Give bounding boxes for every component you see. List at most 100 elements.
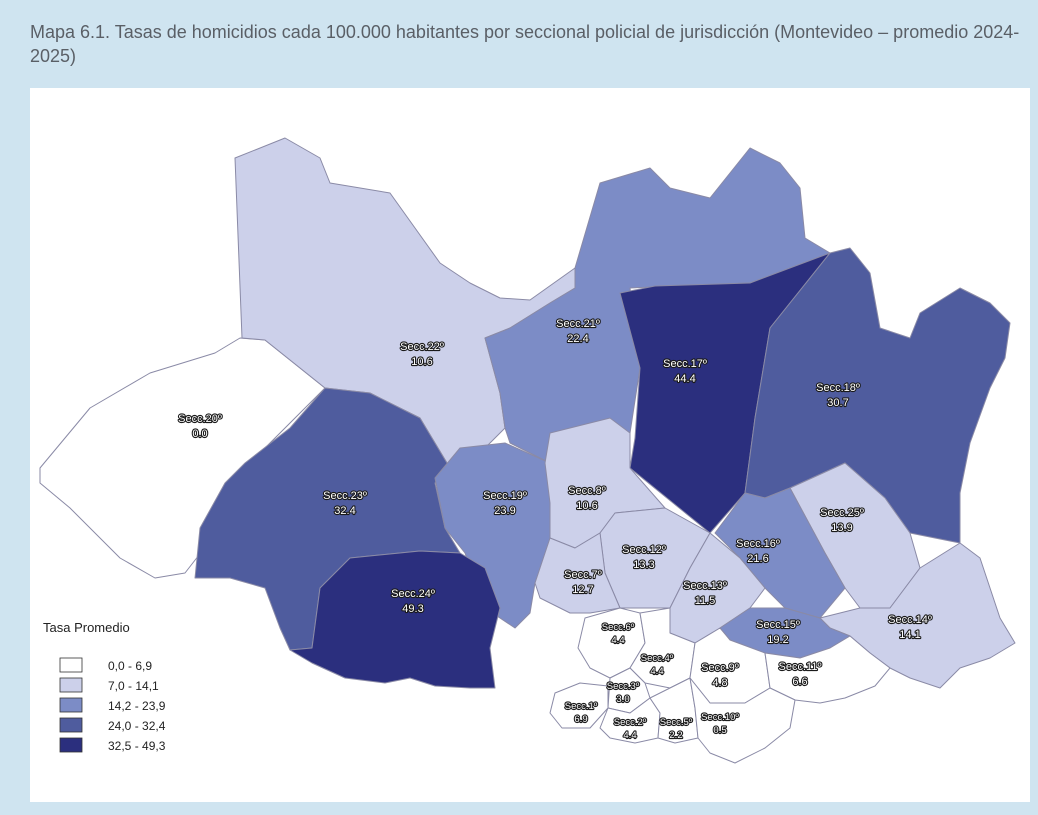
label-secc-11: Secc.11º 6.6 xyxy=(777,660,822,689)
svg-text:Secc.5º: Secc.5º xyxy=(660,717,693,728)
svg-text:23.9: 23.9 xyxy=(494,505,515,517)
legend-label: 14,2 - 23,9 xyxy=(108,699,166,713)
region-secc-7[interactable] xyxy=(534,532,621,614)
svg-text:Secc.14º: Secc.14º xyxy=(888,614,932,626)
svg-text:Secc.4º: Secc.4º xyxy=(641,653,674,664)
svg-text:6.9: 6.9 xyxy=(574,714,587,725)
choropleth-map: Secc.20º 0.0 Secc.22º 10.6 Secc.21º 22.4 Se… xyxy=(39,137,1016,764)
legend-swatch xyxy=(59,737,83,753)
svg-text:Secc.20º: Secc.20º xyxy=(178,413,222,425)
legend-title: Tasa Promedio xyxy=(43,620,130,635)
label-secc-8: Secc.8º 10.6 xyxy=(567,484,607,513)
svg-text:Secc.10º: Secc.10º xyxy=(701,712,739,723)
svg-text:Secc.15º: Secc.15º xyxy=(756,619,800,631)
label-secc-20: Secc.20º 0.0 xyxy=(177,412,223,441)
label-secc-24: Secc.24º 49.3 xyxy=(390,587,436,616)
svg-text:22.4: 22.4 xyxy=(567,333,588,345)
label-secc-19: Secc.19º 23.9 xyxy=(482,489,528,518)
svg-text:4.8: 4.8 xyxy=(712,677,727,689)
legend-swatch xyxy=(59,677,83,693)
svg-text:Secc.24º: Secc.24º xyxy=(391,588,435,600)
svg-text:Secc.21º: Secc.21º xyxy=(556,318,600,330)
svg-text:32.4: 32.4 xyxy=(334,505,355,517)
svg-text:14.1: 14.1 xyxy=(899,629,920,641)
svg-text:Secc.25º: Secc.25º xyxy=(820,507,864,519)
svg-text:10.6: 10.6 xyxy=(576,500,597,512)
svg-text:Secc.7º: Secc.7º xyxy=(564,569,602,581)
label-secc-17: Secc.17º 44.4 xyxy=(662,357,708,386)
label-secc-18: Secc.18º 30.7 xyxy=(815,381,861,410)
svg-text:44.4: 44.4 xyxy=(674,373,695,385)
legend-swatch xyxy=(59,697,83,713)
svg-text:Secc.22º: Secc.22º xyxy=(400,341,444,353)
svg-text:4.4: 4.4 xyxy=(650,666,663,677)
region-secc-1[interactable] xyxy=(549,682,609,729)
legend-swatch xyxy=(59,657,83,673)
svg-text:12.7: 12.7 xyxy=(572,584,593,596)
svg-text:Secc.2º: Secc.2º xyxy=(614,717,647,728)
label-secc-13: Secc.13º 11.5 xyxy=(682,579,728,608)
legend-label: 7,0 - 14,1 xyxy=(108,679,159,693)
map-labels: Secc.20º 0.0 Secc.22º 10.6 Secc.21º 22.4 Se… xyxy=(177,317,933,742)
legend-item: 0,0 - 6,9 xyxy=(59,657,152,673)
svg-text:10.6: 10.6 xyxy=(411,356,432,368)
label-secc-5: Secc.5º 2.2 xyxy=(659,716,694,742)
map-caption: Mapa 6.1. Tasas de homicidios cada 100.0… xyxy=(30,22,1020,66)
label-secc-7: Secc.7º 12.7 xyxy=(563,568,603,597)
legend-item: 14,2 - 23,9 xyxy=(59,697,166,713)
svg-text:19.2: 19.2 xyxy=(767,634,788,646)
label-secc-6: Secc.6º 4.4 xyxy=(601,621,636,647)
svg-text:Secc.16º: Secc.16º xyxy=(736,538,780,550)
region-secc-10[interactable] xyxy=(689,677,796,764)
legend-item: 7,0 - 14,1 xyxy=(59,677,159,693)
region-secc-24[interactable] xyxy=(289,550,501,689)
map-panel: Secc.20º 0.0 Secc.22º 10.6 Secc.21º 22.4 Se… xyxy=(30,88,1030,802)
svg-text:49.3: 49.3 xyxy=(402,603,423,615)
label-secc-1: Secc.1º 6.9 xyxy=(564,700,599,726)
svg-text:2.2: 2.2 xyxy=(669,730,682,741)
label-secc-12: Secc.12º 13.3 xyxy=(621,543,667,572)
svg-text:0.5: 0.5 xyxy=(713,725,726,736)
svg-text:4.4: 4.4 xyxy=(623,730,636,741)
legend-label: 0,0 - 6,9 xyxy=(108,659,152,673)
svg-text:Secc.18º: Secc.18º xyxy=(816,382,860,394)
label-secc-23: Secc.23º 32.4 xyxy=(322,489,368,518)
svg-text:21.6: 21.6 xyxy=(747,553,768,565)
legend-label: 24,0 - 32,4 xyxy=(108,719,166,733)
svg-text:Secc.3º: Secc.3º xyxy=(607,681,640,692)
svg-text:6.6: 6.6 xyxy=(792,676,807,688)
svg-text:13.3: 13.3 xyxy=(633,559,654,571)
svg-text:13.9: 13.9 xyxy=(831,522,852,534)
svg-text:30.7: 30.7 xyxy=(827,397,848,409)
svg-text:4.4: 4.4 xyxy=(611,635,624,646)
svg-text:Secc.17º: Secc.17º xyxy=(663,358,707,370)
map-regions xyxy=(39,137,1016,764)
svg-text:Secc.9º: Secc.9º xyxy=(701,662,739,674)
legend-item: 24,0 - 32,4 xyxy=(59,717,166,733)
svg-text:Secc.11º: Secc.11º xyxy=(779,661,822,673)
legend-swatch xyxy=(59,717,83,733)
svg-text:11.5: 11.5 xyxy=(695,595,716,607)
label-secc-4: Secc.4º 4.4 xyxy=(640,652,675,678)
label-secc-25: Secc.25º 13.9 xyxy=(819,506,865,535)
svg-text:Secc.1º: Secc.1º xyxy=(565,701,598,712)
label-secc-15: Secc.15º 19.2 xyxy=(755,618,801,647)
svg-text:3.0: 3.0 xyxy=(616,694,629,705)
label-secc-2: Secc.2º 4.4 xyxy=(613,716,648,742)
svg-text:Secc.23º: Secc.23º xyxy=(323,490,367,502)
label-secc-16: Secc.16º 21.6 xyxy=(735,537,781,566)
label-secc-22: Secc.22º 10.6 xyxy=(399,340,445,369)
label-secc-14: Secc.14º 14.1 xyxy=(887,613,933,642)
label-secc-9: Secc.9º 4.8 xyxy=(700,661,740,690)
legend-label: 32,5 - 49,3 xyxy=(108,739,166,753)
svg-text:Secc.8º: Secc.8º xyxy=(568,485,606,497)
map-legend: Tasa Promedio 0,0 - 6,9 7,0 - 14,1 14,2 … xyxy=(43,620,166,753)
svg-text:Secc.13º: Secc.13º xyxy=(683,580,727,592)
label-secc-10: Secc.10º 0.5 xyxy=(700,711,741,737)
svg-text:Secc.12º: Secc.12º xyxy=(622,544,666,556)
label-secc-21: Secc.21º 22.4 xyxy=(555,317,601,346)
label-secc-3: Secc.3º 3.0 xyxy=(606,680,641,706)
svg-text:Secc.6º: Secc.6º xyxy=(602,622,635,633)
svg-text:0.0: 0.0 xyxy=(192,428,207,440)
svg-text:Secc.19º: Secc.19º xyxy=(483,490,527,502)
